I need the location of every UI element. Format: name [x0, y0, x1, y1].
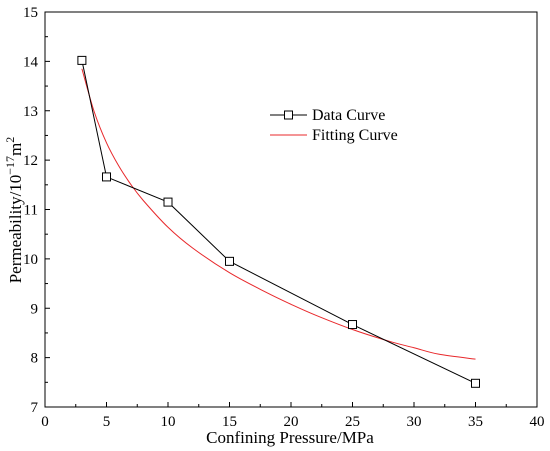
x-tick-label: 15 — [222, 414, 237, 430]
plot-area-border — [44, 11, 538, 408]
y-tick-label: 8 — [31, 351, 39, 367]
y-tick-label: 7 — [31, 400, 39, 416]
data-curve-line — [81, 60, 476, 384]
x-tick-label: 30 — [407, 414, 422, 430]
x-tick-label: 10 — [161, 414, 176, 430]
y-axis-label-exp: −17 — [3, 156, 17, 175]
x-tick-label: 0 — [41, 414, 49, 430]
data-curve-point — [348, 320, 357, 330]
x-tick-label: 35 — [468, 414, 483, 430]
axis-ticks: 0 5 10 15 20 25 30 35 40 7 8 9 10 11 12 13 14 15 — [23, 5, 545, 430]
x-axis-label: Confining Pressure/MPa — [206, 428, 374, 447]
x-tick-label: 5 — [103, 414, 111, 430]
y-tick-label: 11 — [24, 203, 38, 219]
data-curve-point — [163, 197, 173, 207]
y-axis-label: Permeability/10−17m2 — [3, 137, 25, 284]
y-tick-label: 15 — [23, 5, 38, 21]
x-tick-label: 20 — [284, 414, 299, 430]
data-curve-point — [471, 378, 480, 388]
y-tick-label: 14 — [23, 54, 39, 70]
data-curve-point — [225, 256, 234, 266]
legend-data-curve-label: Data Curve — [312, 107, 385, 124]
series-layer — [77, 55, 480, 388]
legend-data-curve-marker — [284, 110, 293, 120]
fitting-curve-line — [81, 68, 476, 360]
x-tick-label: 25 — [345, 414, 360, 430]
plot-frame — [44, 11, 538, 408]
legend-fitting-curve-label: Fitting Curve — [312, 127, 398, 144]
data-curve-point — [77, 55, 87, 65]
y-tick-label: 13 — [23, 104, 38, 120]
data-curve-point — [102, 172, 111, 182]
x-tick-label: 40 — [530, 414, 545, 430]
y-axis-label-unit: m — [6, 143, 25, 156]
y-axis-label-unit-exp: 2 — [3, 137, 17, 143]
y-axis-label-main: Permeability/10 — [6, 175, 25, 284]
legend: Data Curve Fitting Curve — [270, 107, 398, 144]
y-tick-label: 9 — [31, 301, 39, 317]
y-tick-label: 12 — [23, 153, 38, 169]
y-tick-label: 10 — [23, 252, 38, 268]
